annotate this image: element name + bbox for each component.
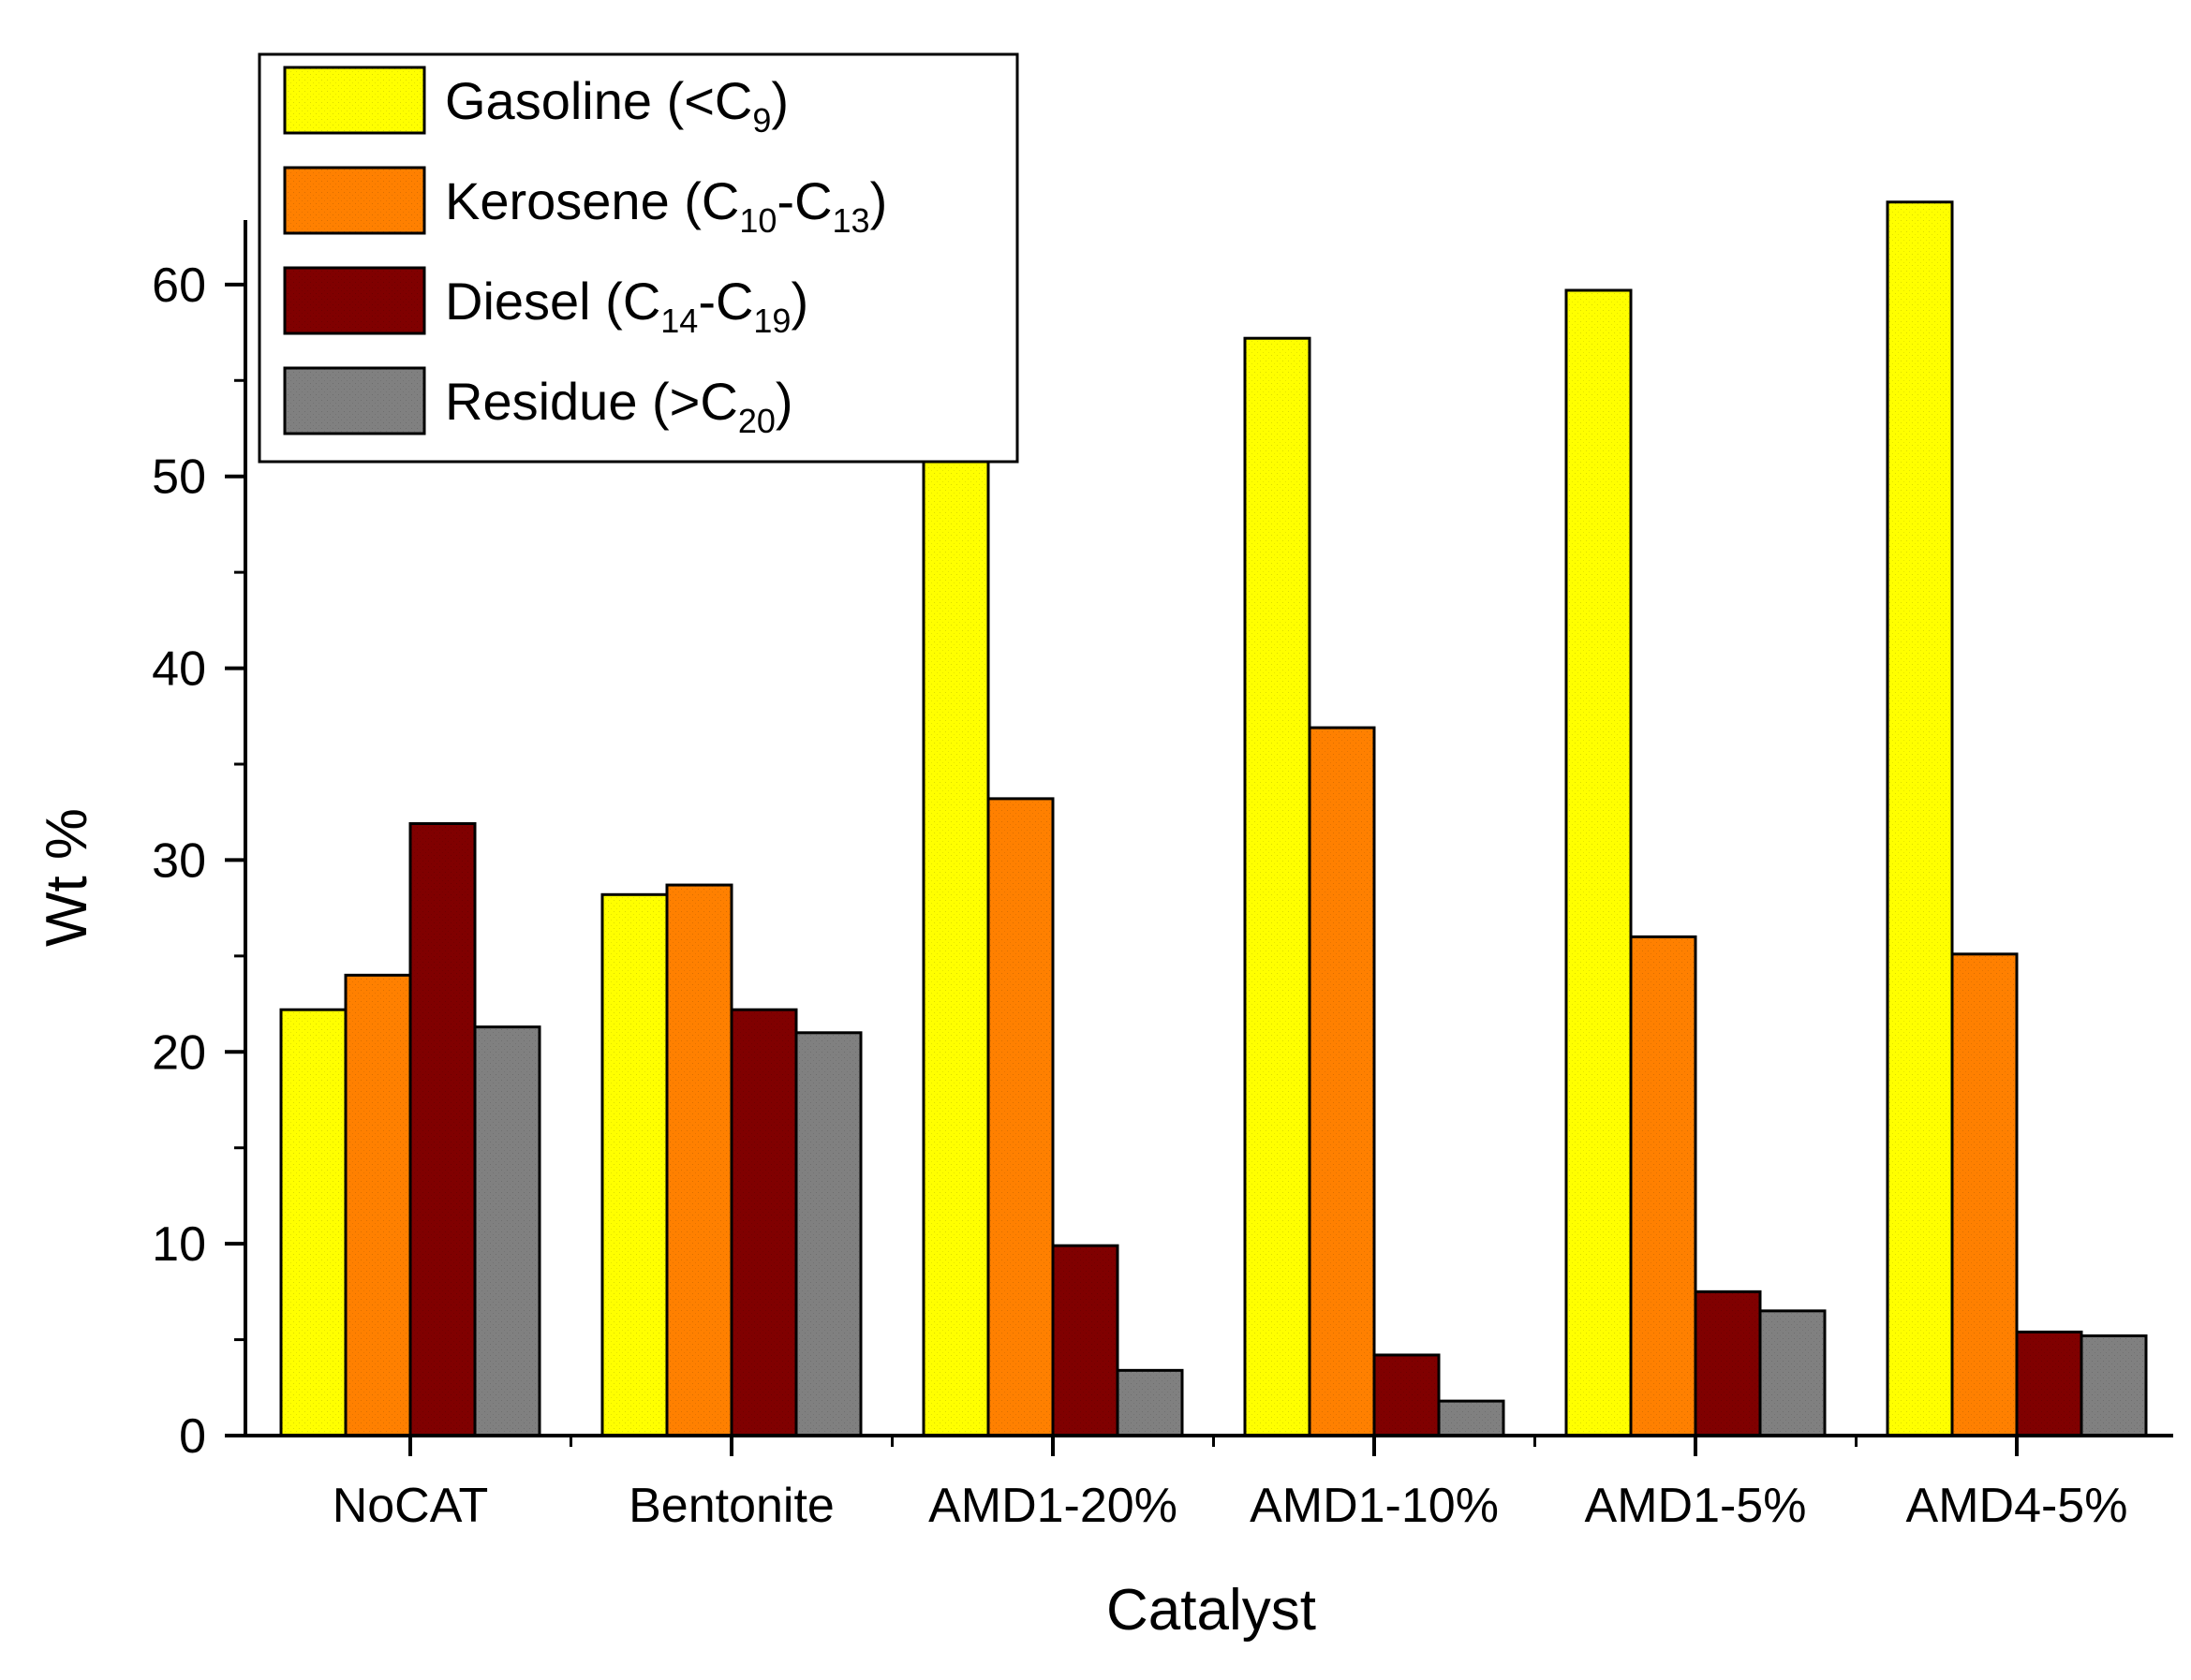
bar-texture [281,1009,346,1436]
bar-texture [2017,1332,2081,1436]
bar-texture [1245,338,1310,1436]
legend-swatch-texture [285,67,424,133]
legend-swatch-texture [285,268,424,333]
y-tick-label: 50 [152,450,206,505]
bar-texture [1952,953,2017,1436]
legend: Gasoline (<C9) Kerosene (C10​-C13) Diesel … [258,52,1019,464]
bar-texture [2081,1335,2146,1436]
y-tick-label: 10 [152,1217,206,1272]
y-tick-label: 40 [152,642,206,697]
bar-texture [346,975,410,1436]
y-tick-label: 20 [152,1025,206,1080]
bar-texture [667,885,732,1436]
bar-texture [1631,936,1695,1436]
bar-texture [1118,1370,1182,1436]
x-tick-label: AMD4-5% [1906,1479,2128,1533]
axes: 0 10 20 30 40 50 60 NoCAT Bentonite AMD1-20% AMD1-… [152,220,2173,1533]
bar-texture [1374,1354,1439,1436]
bar-texture [1695,1291,1760,1436]
bar-texture [732,1009,796,1436]
bar-texture [1760,1310,1825,1436]
x-axis-title: Catalyst [1106,1578,1316,1643]
y-tick-label: 60 [152,258,206,313]
legend-label: Residue (>C20) [445,372,793,440]
bar-texture [410,823,475,1436]
bar-texture [796,1032,861,1436]
bar-texture [1888,201,1952,1437]
x-tick-label: NoCAT [333,1479,489,1533]
legend-label: Kerosene (C10​-C13) [445,171,887,240]
legend-swatch-texture [285,168,424,233]
bar-texture [475,1026,540,1436]
bar-texture [1053,1245,1118,1436]
x-tick-label: AMD1-20% [928,1479,1177,1533]
x-tick-label: Bentonite [629,1479,835,1533]
y-tick-label: 0 [179,1409,206,1464]
legend-label: Diesel (C14​-C19) [445,272,808,340]
x-tick-label: AMD1-5% [1585,1479,1807,1533]
bar-texture [1439,1401,1503,1436]
bar-texture [602,894,667,1436]
bar-texture [1566,290,1631,1436]
bar-texture [1310,728,1374,1436]
y-axis-title: Wt % [35,808,99,947]
x-tick-label: AMD1-10% [1250,1479,1499,1533]
legend-swatch-texture [285,368,424,434]
bar-texture [924,406,988,1437]
legend-label: Gasoline (<C9) [445,71,789,140]
bars-layer [279,200,2148,1437]
bar-texture [988,798,1053,1436]
y-tick-label: 30 [152,833,206,888]
